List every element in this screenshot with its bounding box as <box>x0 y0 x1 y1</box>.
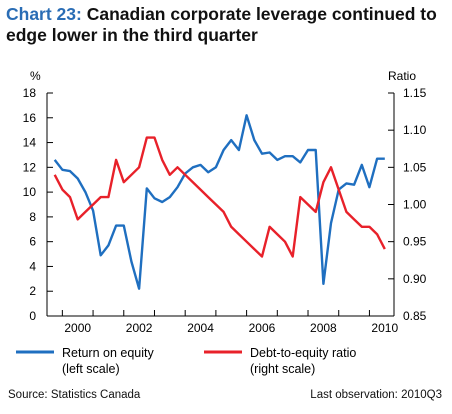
right-tick-label: 1.00 <box>403 198 427 212</box>
chart-number: Chart 23: <box>6 4 82 24</box>
left-tick-label: 10 <box>23 185 37 199</box>
x-tick-label: 2010 <box>371 321 398 335</box>
x-tick-label: 2004 <box>187 321 214 335</box>
left-tick-label: 18 <box>23 86 37 100</box>
left-tick-label: 12 <box>23 160 37 174</box>
source-note: Source: Statistics Canada <box>8 389 141 401</box>
last-observation-note: Last observation: 2010Q3 <box>310 389 442 401</box>
left-tick-label: 2 <box>29 284 36 298</box>
x-tick-label: 2000 <box>64 321 91 335</box>
x-tick-label: 2008 <box>310 321 337 335</box>
legend-label: Return on equity <box>62 346 154 360</box>
chart-title: Chart 23: Canadian corporate leverage co… <box>6 4 446 46</box>
left-tick-label: 6 <box>29 235 36 249</box>
x-tick-label: 2006 <box>249 321 276 335</box>
legend-sublabel: (left scale) <box>62 362 120 376</box>
legend-sublabel: (right scale) <box>250 362 315 376</box>
right-tick-label: 0.90 <box>403 272 427 286</box>
legend-label: Debt-to-equity ratio <box>250 346 356 360</box>
left-tick-label: 0 <box>29 309 36 323</box>
left-tick-label: 8 <box>29 210 36 224</box>
left-tick-label: 14 <box>23 136 37 150</box>
right-tick-label: 1.05 <box>403 160 427 174</box>
x-tick-label: 2002 <box>126 321 153 335</box>
chart-title-text: Canadian corporate leverage continued to… <box>6 4 437 45</box>
right-tick-label: 0.95 <box>403 235 427 249</box>
left-tick-label: 4 <box>29 259 36 273</box>
left-axis-unit: % <box>30 69 41 83</box>
debt-to-equity-line <box>53 136 386 258</box>
right-tick-label: 1.10 <box>403 123 427 137</box>
left-tick-label: 16 <box>23 111 37 125</box>
right-tick-label: 1.15 <box>403 86 427 100</box>
right-tick-label: 0.85 <box>403 309 427 323</box>
return-on-equity-line <box>53 114 385 290</box>
right-axis-unit: Ratio <box>388 69 416 83</box>
